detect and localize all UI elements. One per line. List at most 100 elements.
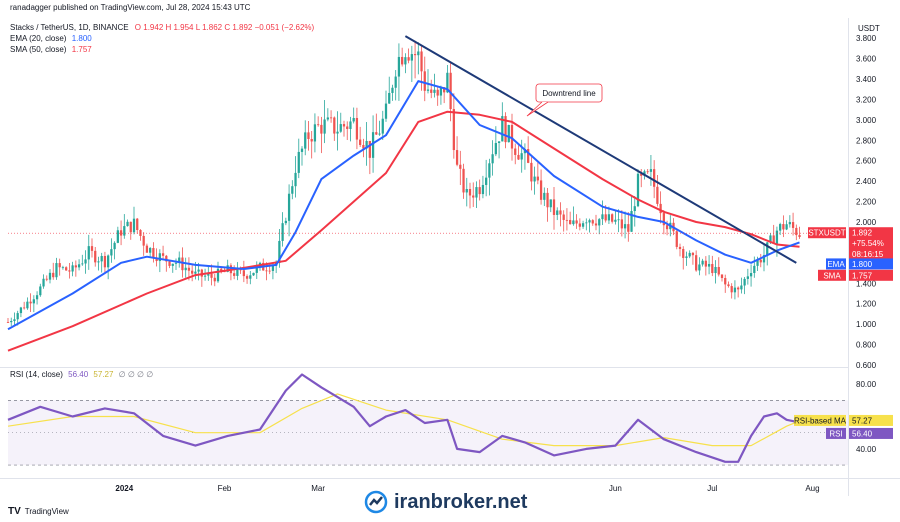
candle-body — [640, 173, 643, 176]
candle-body — [307, 132, 310, 140]
candle-body — [475, 187, 478, 198]
iranbroker-logo-icon — [364, 490, 388, 514]
time-axis-label: Feb — [218, 484, 232, 493]
candle-body — [268, 270, 271, 272]
candle-body — [145, 245, 149, 253]
candle-body — [349, 121, 352, 129]
candle-body — [371, 132, 375, 158]
candle-body — [636, 173, 640, 207]
rsi-legend-extra: ∅ ∅ ∅ ∅ — [118, 370, 154, 379]
candle-body — [517, 154, 520, 160]
candle-body — [394, 76, 397, 88]
candle-body — [491, 154, 494, 164]
candle-body — [443, 87, 446, 93]
candle-body — [685, 256, 688, 258]
annotation-pointer — [526, 101, 549, 117]
candle-body — [97, 261, 100, 263]
candle-body — [58, 263, 61, 268]
candle-body — [753, 265, 756, 274]
candle-body — [381, 118, 384, 134]
ema-badge-label-bg — [826, 258, 846, 270]
candle-body — [766, 242, 769, 256]
tradingview-footer[interactable]: TV TradingView — [8, 506, 69, 517]
time-axis-label: 2024 — [115, 484, 133, 493]
candle-body — [727, 284, 730, 287]
candle-body — [184, 267, 187, 271]
candle-body — [598, 219, 601, 226]
candle-body — [779, 224, 782, 231]
candle-body — [711, 263, 714, 274]
candle-body — [455, 150, 459, 165]
candle-body — [749, 273, 753, 277]
candle-body — [388, 92, 391, 104]
candle-body — [501, 116, 504, 142]
candle-body — [55, 263, 58, 278]
price-badge-label-bg — [808, 227, 846, 239]
candle-body — [378, 133, 381, 135]
rsi-legend-label: RSI (14, close) — [10, 370, 63, 379]
candle-body — [653, 169, 656, 187]
candle-body — [333, 117, 336, 134]
candle-body — [737, 287, 740, 290]
candle-body — [452, 109, 455, 151]
candle-body — [216, 268, 220, 282]
candle-body — [304, 132, 307, 149]
sma-legend-value: 1.757 — [71, 45, 92, 54]
candle-body — [581, 223, 585, 227]
time-axis-label: Aug — [805, 484, 819, 493]
candle-body — [181, 257, 184, 271]
candle-body — [714, 266, 717, 274]
candle-body — [326, 117, 329, 120]
ema-badge-value: 1.800 — [852, 260, 873, 269]
sma-legend: SMA (50, close) 1.757 — [10, 45, 92, 54]
candle-body — [171, 263, 174, 266]
candle-body — [795, 227, 798, 236]
candle-body — [623, 224, 627, 229]
candle-body — [52, 272, 55, 278]
candle-body — [630, 211, 633, 232]
symbol-name: Stacks / TetherUS, 1D, BINANCE — [10, 23, 129, 32]
candle-body — [552, 199, 556, 215]
candle-body — [401, 56, 404, 65]
candle-body — [65, 267, 68, 271]
sma-badge-value-bg — [849, 269, 893, 281]
time-axis-label: Mar — [311, 484, 325, 493]
candle-body — [591, 220, 594, 224]
candle-body — [533, 176, 536, 182]
annotation-text: Downtrend line — [542, 89, 596, 98]
candle-body — [320, 124, 323, 134]
candle-body — [45, 278, 48, 280]
candle-body — [61, 267, 65, 269]
candle-body — [242, 270, 245, 277]
candle-body — [81, 263, 84, 265]
rsi-ma-badge-label-bg — [794, 414, 846, 426]
candle-body — [510, 124, 514, 149]
rsi-badge-value: 56.40 — [852, 429, 873, 438]
candle-body — [798, 235, 801, 237]
candle-body — [252, 272, 255, 276]
candle-body — [165, 255, 168, 262]
candle-body — [174, 262, 178, 264]
candle-body — [178, 257, 181, 263]
iranbroker-watermark: iranbroker.net — [360, 490, 532, 514]
candle-body — [410, 54, 413, 61]
candle-body — [77, 264, 81, 268]
candle-body — [772, 235, 775, 244]
rsi-badge-label-bg — [826, 427, 846, 439]
price-badge-change: +75.54% — [852, 239, 884, 248]
candle-body — [233, 273, 236, 276]
ema-legend-value: 1.800 — [71, 34, 92, 43]
candle-body — [87, 246, 90, 260]
candle-body — [384, 103, 388, 119]
candle-body — [649, 169, 653, 172]
candle-body — [220, 268, 223, 272]
candle-body — [313, 124, 317, 142]
candle-body — [688, 252, 691, 257]
price-axis-tick: 3.800 — [856, 34, 877, 43]
candle-body — [168, 261, 171, 266]
candle-body — [158, 253, 161, 262]
candle-body — [449, 72, 452, 110]
candle-body — [329, 117, 333, 119]
candle-body — [29, 301, 32, 304]
